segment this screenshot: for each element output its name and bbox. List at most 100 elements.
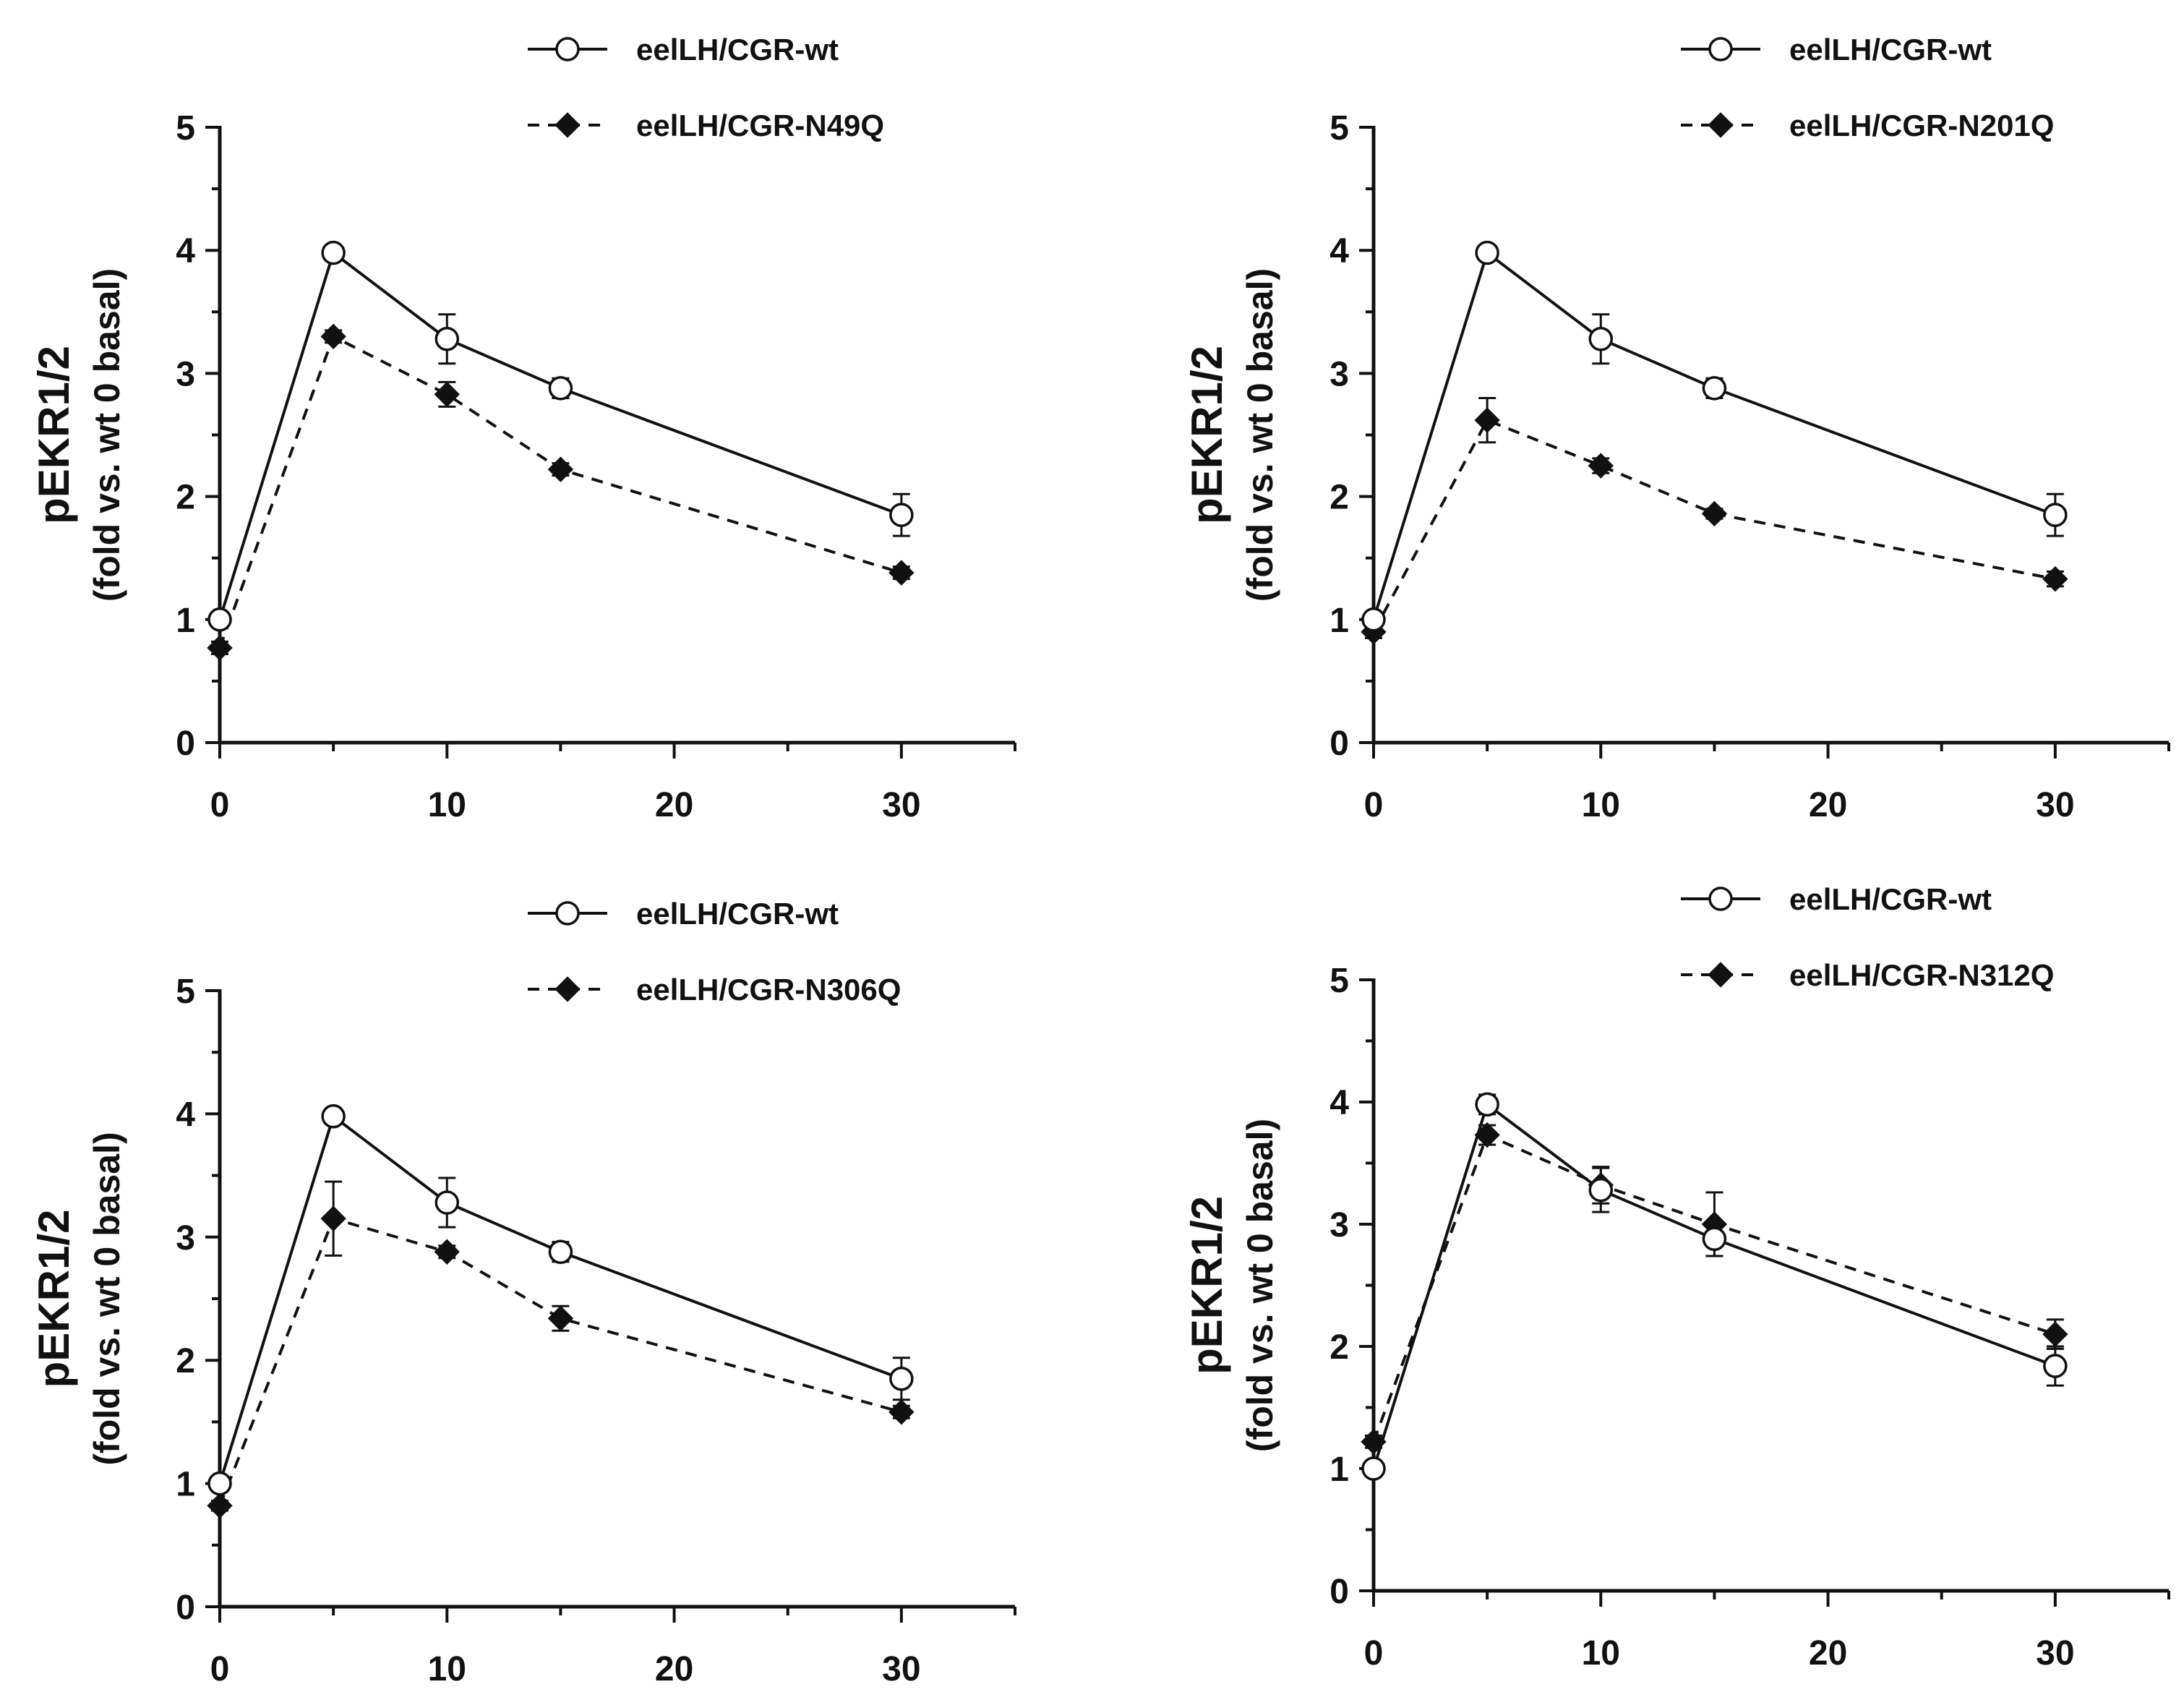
data-point-circle	[1702, 376, 1727, 401]
data-point-diamond	[434, 1239, 460, 1265]
x-tick-label: 30	[2036, 1634, 2074, 1673]
data-point-circle	[321, 1104, 346, 1129]
series-wt	[207, 240, 914, 632]
chart-panel-4: 0 1 2 3 4 5 0 10 20 30 pEKR1/2 (fold vs. wt 0 basal…	[1183, 882, 2170, 1673]
y-axis-title: pEKR1/2	[30, 346, 78, 524]
y-tick-label: 5	[1329, 109, 1349, 148]
data-point-diamond	[207, 1492, 233, 1519]
legend-label: eelLH/CGR-N312Q	[1789, 958, 2054, 992]
legend: eelLH/CGR-wt eelLH/CGR-N49Q	[528, 33, 884, 142]
x-tick-label: 20	[655, 1650, 693, 1688]
data-point-circle	[889, 503, 914, 527]
data-point-circle	[889, 1367, 914, 1391]
x-tick-label: 10	[428, 1650, 466, 1688]
y-tick-label: 3	[176, 1219, 195, 1257]
series-line	[218, 334, 902, 649]
y-tick-label: 3	[1329, 1206, 1349, 1244]
y-axis-title: pEKR1/2	[1183, 346, 1231, 524]
data-point-circle	[1588, 326, 1614, 351]
series-wt	[1361, 1092, 2068, 1481]
x-tick-label: 20	[1809, 1634, 1847, 1673]
x-tick-label: 30	[882, 1650, 920, 1688]
y-tick-label: 3	[1329, 355, 1349, 393]
data-point-diamond	[434, 381, 460, 408]
data-point-circle	[2043, 1354, 2068, 1378]
series-line	[1372, 1102, 2056, 1469]
y-axis-title: pEKR1/2	[1183, 1196, 1231, 1375]
y-axis-subtitle: (fold vs. wt 0 basal)	[87, 1132, 127, 1465]
data-point-circle	[548, 376, 573, 401]
series-line	[1372, 1132, 2056, 1443]
data-point-circle	[1475, 1092, 1499, 1117]
y-tick-label: 1	[176, 1466, 195, 1504]
x-tick-label: 30	[2036, 786, 2074, 824]
data-point-diamond	[2042, 1321, 2068, 1347]
y-tick-label: 5	[176, 973, 195, 1011]
y-tick-label: 2	[176, 479, 195, 517]
y-tick-label: 2	[176, 1342, 195, 1380]
x-tick-label: 0	[210, 1650, 230, 1688]
series-line	[218, 250, 902, 620]
series-mutant	[1361, 396, 2068, 645]
y-tick-label: 0	[1329, 725, 1349, 763]
chart-panel-2: 0 1 2 3 4 5 0 10 20 30 pEKR1/2 (fold vs. wt 0 basal…	[1183, 33, 2170, 824]
data-point-circle	[2043, 503, 2068, 527]
legend-marker-diamond	[554, 976, 581, 1002]
data-point-diamond	[1474, 407, 1500, 433]
x-tick-label: 30	[882, 786, 920, 824]
data-point-diamond	[320, 323, 346, 350]
x-tick-label: 20	[1809, 786, 1847, 824]
data-point-circle	[207, 1471, 232, 1496]
data-point-circle	[1361, 1456, 1386, 1481]
y-tick-label: 2	[1329, 1328, 1349, 1367]
series-wt	[207, 1104, 914, 1496]
x-tick-label: 10	[1582, 786, 1620, 824]
series-line	[1372, 250, 2056, 620]
y-tick-label: 5	[1329, 962, 1349, 1000]
x-tick-label: 0	[1364, 1634, 1384, 1673]
legend-label: eelLH/CGR-wt	[636, 33, 839, 67]
y-tick-label: 4	[1329, 1084, 1349, 1122]
y-axis-subtitle: (fold vs. wt 0 basal)	[1240, 268, 1280, 602]
data-point-diamond	[547, 456, 574, 482]
series-wt	[1361, 240, 2068, 632]
x-tick-label: 0	[1364, 786, 1384, 824]
legend-marker-diamond	[1708, 112, 1734, 138]
data-point-diamond	[1701, 500, 1728, 527]
legend: eelLH/CGR-wt eelLH/CGR-N312Q	[1681, 882, 2054, 992]
legend-marker-circle	[1708, 887, 1733, 911]
chart-panel-3: 0 1 2 3 4 5 0 10 20 30 pEKR1/2 (fold vs. wt 0 basal…	[30, 897, 1016, 1688]
x-tick-label: 20	[655, 786, 693, 824]
legend-label: eelLH/CGR-wt	[636, 897, 839, 931]
x-tick-label: 0	[210, 786, 230, 824]
data-point-circle	[548, 1239, 573, 1264]
data-point-circle	[207, 607, 232, 632]
legend-label: eelLH/CGR-wt	[1789, 882, 1992, 916]
series-line	[218, 1114, 902, 1485]
y-tick-label: 4	[176, 1095, 195, 1134]
legend: eelLH/CGR-wt eelLH/CGR-N201Q	[1681, 33, 2054, 142]
y-tick-label: 5	[176, 109, 195, 148]
y-tick-label: 1	[1329, 602, 1349, 640]
y-tick-label: 4	[176, 232, 195, 270]
data-point-circle	[434, 1190, 460, 1215]
data-point-circle	[321, 240, 346, 265]
y-tick-label: 0	[176, 1589, 195, 1627]
x-tick-label: 10	[1582, 1634, 1620, 1673]
data-point-diamond	[888, 1399, 915, 1425]
legend-label: eelLH/CGR-N201Q	[1789, 108, 2054, 142]
series-mutant	[207, 323, 915, 661]
y-axis-subtitle: (fold vs. wt 0 basal)	[1240, 1119, 1280, 1452]
legend-marker-diamond	[554, 112, 581, 138]
legend: eelLH/CGR-wt eelLH/CGR-N306Q	[528, 897, 901, 1007]
y-tick-label: 4	[1329, 232, 1349, 270]
y-tick-label: 0	[1329, 1573, 1349, 1611]
data-point-diamond	[547, 1305, 574, 1331]
legend-marker-diamond	[1708, 962, 1734, 988]
data-point-diamond	[1588, 453, 1614, 479]
data-point-diamond	[888, 560, 915, 586]
legend-marker-circle	[1708, 37, 1733, 61]
y-tick-label: 0	[176, 725, 195, 763]
data-point-circle	[1475, 240, 1499, 265]
